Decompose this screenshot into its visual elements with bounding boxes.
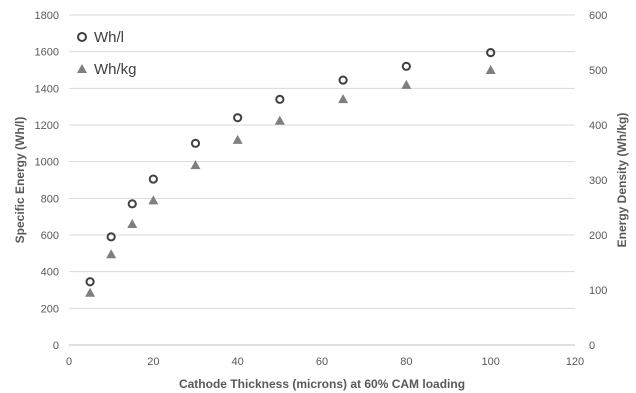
y-tick-label: 0 (53, 340, 59, 352)
point-wh-kg (338, 94, 349, 104)
point-wh-kg (106, 249, 117, 259)
point-wh-l (190, 138, 201, 148)
y-tick-label: 600 (41, 230, 59, 242)
point-wh-kg (148, 195, 159, 205)
grid-lines (69, 14, 575, 346)
y2-tick-label: 100 (589, 285, 607, 297)
point-wh-l (127, 199, 137, 209)
y-tick-label: 1600 (35, 47, 59, 59)
y-tick-label: 1800 (35, 10, 59, 22)
y2-tick-label: 600 (589, 10, 607, 22)
point-wh-l (85, 277, 95, 287)
point-wh-kg (190, 160, 201, 170)
y-axis-title-left: Specific Energy (Wh/l) (13, 117, 27, 244)
y-tick-label: 1400 (35, 83, 59, 95)
plot-points (85, 47, 496, 297)
legend-marker-wh-l (77, 32, 87, 42)
point-wh-l (486, 47, 496, 58)
y2-tick-label: 300 (589, 175, 607, 187)
point-wh-kg (85, 287, 96, 297)
y-tick-label: 400 (41, 267, 59, 279)
point-wh-l (275, 94, 285, 104)
point-wh-kg (127, 219, 138, 228)
y2-tick-label: 0 (589, 340, 595, 352)
point-wh-kg (232, 134, 243, 144)
x-tick-label: 60 (316, 356, 328, 368)
point-wh-kg (401, 79, 412, 89)
x-tick-label: 80 (400, 356, 412, 368)
x-tick-label: 40 (232, 356, 244, 368)
y-tick-label: 1000 (35, 157, 59, 169)
x-axis-title: Cathode Thickness (microns) at 60% CAM l… (179, 377, 465, 391)
y-axis-right: 0 100 200 300 400 500 600 (589, 10, 607, 352)
y2-tick-label: 400 (589, 120, 607, 132)
x-tick-label: 120 (566, 356, 584, 368)
point-wh-kg (274, 115, 285, 125)
x-tick-label: 0 (66, 356, 72, 368)
legend-label-wh-kg: Wh/kg (94, 61, 137, 78)
y-tick-label: 200 (41, 303, 59, 315)
y-tick-label: 800 (41, 193, 59, 205)
x-tick-label: 20 (147, 356, 159, 368)
legend-label-wh-l: Wh/l (94, 29, 124, 46)
y2-tick-label: 200 (589, 230, 607, 242)
point-wh-l (401, 61, 411, 71)
point-wh-l (106, 232, 116, 242)
legend-marker-wh-kg (77, 64, 87, 73)
y-axis-left: 0 200 400 600 800 1000 1200 1400 1600 1800 (35, 10, 59, 352)
point-wh-l (338, 75, 348, 85)
x-tick-label: 100 (481, 356, 499, 368)
point-wh-kg (485, 65, 496, 74)
y-tick-label: 1200 (35, 120, 59, 132)
legend: Wh/l Wh/kg (77, 29, 137, 78)
y-axis-title-right: Energy Density (Wh/kg) (615, 113, 629, 248)
x-axis: 0 20 40 60 80 100 120 (66, 356, 584, 368)
point-wh-l (233, 113, 243, 123)
point-wh-l (148, 174, 158, 184)
y2-tick-label: 500 (589, 65, 607, 77)
